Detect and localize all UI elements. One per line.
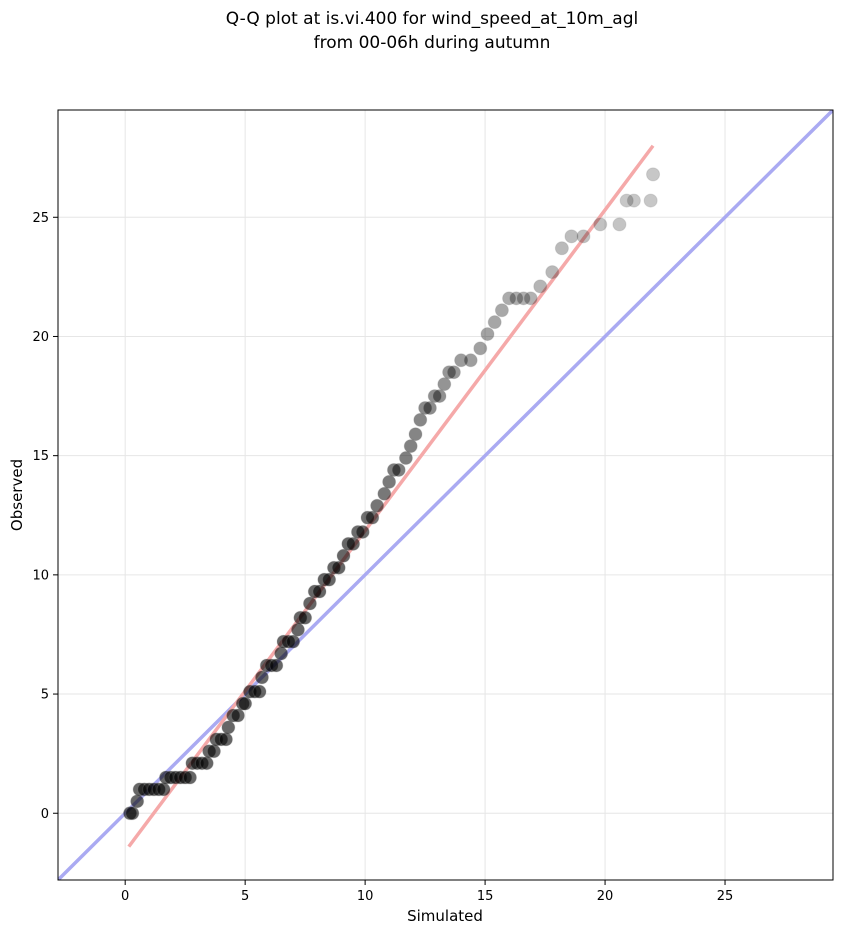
data-point: [206, 744, 221, 759]
data-point: [218, 732, 233, 747]
data-point: [554, 241, 569, 256]
data-point: [576, 229, 591, 244]
y-tick-label: 15: [32, 449, 49, 464]
data-point: [432, 389, 447, 404]
data-point: [298, 610, 313, 625]
data-point: [646, 167, 661, 182]
data-point: [346, 536, 361, 551]
data-point: [413, 412, 428, 427]
data-point: [494, 303, 509, 318]
data-point: [331, 560, 346, 575]
x-axis-ticks: 0 5 10 15 20 25: [121, 880, 733, 904]
fit-line: [127, 144, 655, 848]
data-point: [269, 658, 284, 673]
data-points: [122, 167, 661, 821]
x-tick-label: 25: [717, 889, 734, 904]
x-tick-label: 5: [241, 889, 249, 904]
data-point: [125, 806, 140, 821]
x-axis-label: Simulated: [407, 907, 483, 925]
data-point: [442, 365, 457, 380]
y-axis-label: Observed: [8, 459, 26, 531]
data-point: [382, 474, 397, 489]
data-point: [427, 389, 442, 404]
data-point: [619, 193, 634, 208]
y-tick-label: 0: [41, 807, 49, 822]
data-point: [312, 584, 327, 599]
data-point: [446, 365, 461, 380]
data-point: [533, 279, 548, 294]
data-point: [182, 770, 197, 785]
data-point: [408, 427, 423, 442]
data-point: [403, 439, 418, 454]
data-point: [398, 451, 413, 466]
grid: [58, 110, 833, 880]
data-point: [322, 572, 337, 587]
x-tick-label: 0: [121, 889, 129, 904]
data-point: [487, 315, 502, 330]
data-point: [509, 291, 524, 306]
data-point: [593, 217, 608, 232]
data-point: [254, 670, 269, 685]
data-point: [454, 353, 469, 368]
data-point: [286, 634, 301, 649]
data-point: [523, 291, 538, 306]
chart-title-line-1: Q-Q plot at is.vi.400 for wind_speed_at_…: [226, 9, 638, 29]
data-point: [221, 720, 236, 735]
data-point: [336, 548, 351, 563]
data-point: [238, 696, 253, 711]
data-point: [370, 498, 385, 513]
data-point: [365, 510, 380, 525]
x-tick-label: 20: [597, 889, 614, 904]
data-point: [252, 684, 267, 699]
data-point: [612, 217, 627, 232]
y-tick-label: 10: [32, 568, 49, 583]
data-point: [199, 756, 214, 771]
plot-frame: [57, 109, 834, 881]
plot-lines: [58, 110, 833, 880]
data-point: [626, 193, 641, 208]
data-point: [230, 708, 245, 723]
data-point: [302, 596, 317, 611]
x-tick-label: 15: [477, 889, 494, 904]
data-point: [545, 265, 560, 280]
data-point: [355, 524, 370, 539]
y-tick-label: 5: [41, 688, 49, 703]
data-point: [391, 462, 406, 477]
data-point: [564, 229, 579, 244]
chart-title-line-2: from 00-06h during autumn: [314, 33, 551, 53]
data-point: [130, 794, 145, 809]
data-point: [516, 291, 531, 306]
y-tick-label: 20: [32, 330, 49, 345]
y-axis-ticks: 0 5 10 15 20 25: [32, 211, 58, 822]
reference-line-1-to-1: [58, 110, 833, 880]
x-tick-label: 10: [357, 889, 374, 904]
data-point: [502, 291, 517, 306]
data-point: [290, 622, 305, 637]
data-point: [377, 486, 392, 501]
data-point: [643, 193, 658, 208]
y-tick-label: 25: [32, 211, 49, 226]
data-point: [156, 782, 171, 797]
data-point: [418, 400, 433, 415]
data-point: [480, 327, 495, 342]
data-point: [274, 646, 289, 661]
data-point: [437, 377, 452, 392]
data-point: [463, 353, 478, 368]
data-point: [473, 341, 488, 356]
data-point: [422, 400, 437, 415]
